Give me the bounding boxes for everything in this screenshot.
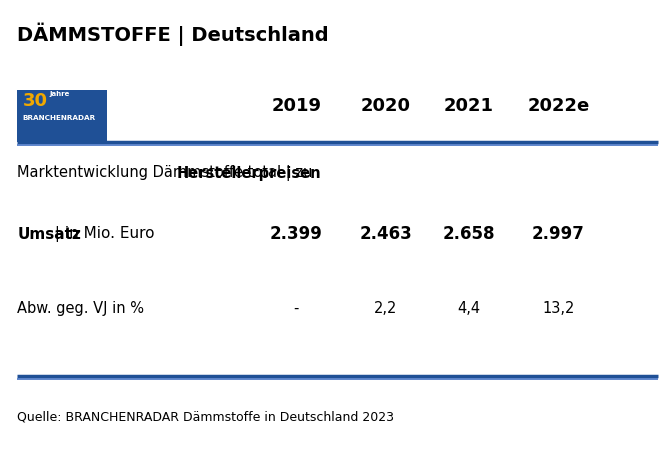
Text: 2022e: 2022e [528,96,589,115]
Text: Abw. geg. VJ in %: Abw. geg. VJ in % [17,301,144,316]
Text: 2.399: 2.399 [269,225,323,243]
Text: 2.463: 2.463 [360,225,412,243]
Text: 2.997: 2.997 [532,225,585,243]
Text: 4,4: 4,4 [457,301,480,316]
Text: -: - [294,301,299,316]
Text: Jahre: Jahre [49,91,70,97]
Text: BRANCHENRADAR: BRANCHENRADAR [23,115,96,121]
Text: 2.658: 2.658 [442,225,495,243]
Text: 2020: 2020 [361,96,411,115]
Text: Marktentwicklung Dämmstoffe total | zu: Marktentwicklung Dämmstoffe total | zu [17,165,317,181]
Text: Herstellerpreisen: Herstellerpreisen [177,166,321,181]
Text: | in Mio. Euro: | in Mio. Euro [50,226,155,242]
Text: Quelle: BRANCHENRADAR Dämmstoffe in Deutschland 2023: Quelle: BRANCHENRADAR Dämmstoffe in Deut… [17,410,394,423]
FancyBboxPatch shape [17,90,107,142]
Text: 2021: 2021 [444,96,494,115]
Text: 13,2: 13,2 [542,301,575,316]
Text: 30: 30 [23,92,48,110]
Text: DÄMMSTOFFE | Deutschland: DÄMMSTOFFE | Deutschland [17,22,329,45]
Text: Umsatz: Umsatz [17,226,81,241]
Text: 2019: 2019 [271,96,321,115]
Text: 2,2: 2,2 [374,301,397,316]
